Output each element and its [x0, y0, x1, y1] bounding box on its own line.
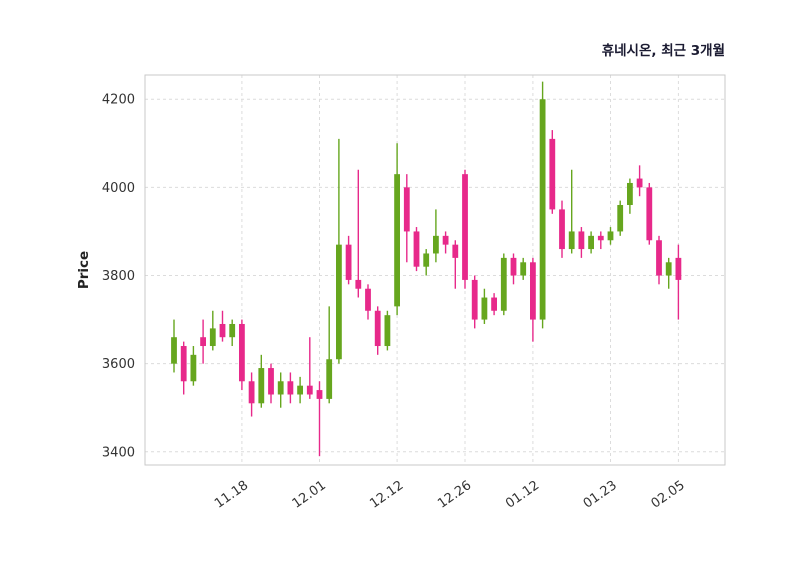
y-tick-label: 3600: [102, 357, 135, 372]
candle-body: [578, 231, 585, 250]
candle-body: [568, 231, 575, 250]
candle-body: [452, 244, 459, 258]
candle-body: [510, 257, 517, 276]
candle-body: [355, 279, 362, 289]
candle-body: [627, 182, 633, 205]
candle-body: [258, 368, 265, 404]
candle-body: [306, 385, 313, 395]
candle-body: [190, 354, 197, 382]
candle-body: [326, 359, 333, 399]
candle-body: [442, 235, 449, 245]
candle-body: [374, 310, 381, 347]
candle-body: [656, 240, 662, 276]
candle-body: [394, 174, 400, 307]
candle-body: [413, 231, 420, 267]
candle-body: [462, 174, 468, 280]
candle-body: [384, 315, 391, 347]
plot-panel-border: [144, 74, 726, 466]
candle-body: [597, 235, 604, 241]
plot-panel: [145, 75, 725, 465]
candle-body: [520, 262, 527, 276]
candle-body: [297, 385, 303, 395]
candle-body: [423, 253, 430, 267]
candle-body: [219, 323, 226, 338]
candle-body: [500, 257, 507, 311]
x-tick-label: 11.18: [212, 478, 251, 512]
candle-body: [549, 138, 556, 210]
candles-layer: [171, 81, 682, 457]
chart-title: 휴네시온, 최근 3개월: [602, 42, 725, 59]
candle-body: [539, 99, 546, 320]
candle-body: [200, 337, 206, 347]
candle-body: [403, 187, 410, 232]
x-tick-label: 01.23: [581, 478, 620, 512]
candle-body: [491, 297, 497, 311]
candle-body: [607, 231, 614, 241]
candle-body: [481, 297, 488, 320]
y-tick-label: 3800: [102, 269, 135, 284]
candle-body: [336, 244, 342, 360]
candle-body: [345, 244, 352, 280]
candle-body: [316, 390, 323, 399]
x-tick-label: 12.12: [367, 478, 406, 512]
candle-body: [229, 323, 236, 338]
candle-body: [277, 381, 284, 395]
x-tick-label: 12.01: [290, 478, 329, 512]
x-tick-label: 12.26: [435, 478, 474, 512]
candle-body: [665, 262, 672, 276]
candle-body: [171, 337, 177, 364]
candle-body: [559, 209, 565, 250]
y-tick-label: 3400: [102, 445, 135, 460]
candle-body: [209, 328, 216, 347]
candle-body: [646, 187, 653, 241]
candle-body: [675, 257, 682, 280]
y-tick-label: 4000: [102, 181, 135, 196]
candle-body: [287, 381, 294, 395]
candle-body: [248, 381, 255, 404]
candle-body: [239, 323, 245, 382]
candle-body: [471, 279, 478, 320]
candle-body: [365, 288, 371, 311]
candle-body: [636, 178, 643, 188]
candle-body: [180, 346, 187, 382]
x-tick-label: 02.05: [649, 478, 688, 512]
candle-body: [268, 368, 274, 395]
candle-body: [617, 205, 624, 232]
candle-body: [433, 235, 439, 254]
y-axis-title: Price: [76, 251, 92, 289]
y-tick-label: 4200: [102, 93, 135, 108]
candle-body: [588, 235, 594, 250]
candle-body: [530, 262, 536, 320]
x-tick-label: 01.12: [503, 478, 542, 512]
